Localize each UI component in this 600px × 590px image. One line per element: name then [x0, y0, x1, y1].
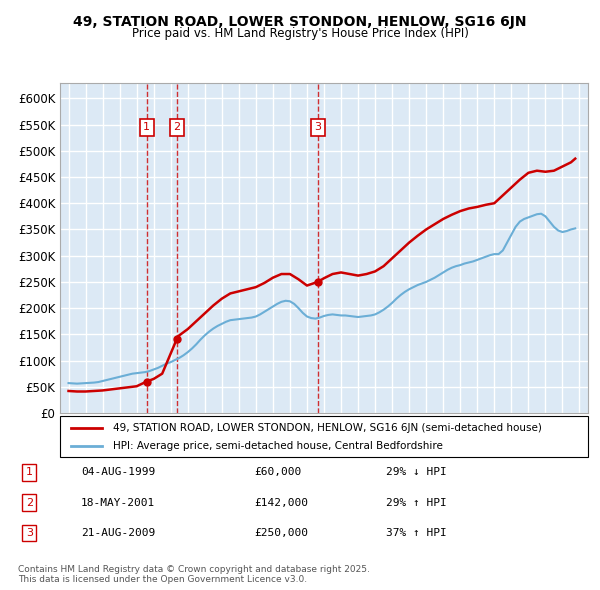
Text: 21-AUG-2009: 21-AUG-2009: [81, 528, 155, 538]
Text: 2: 2: [173, 122, 181, 132]
Text: 29% ↑ HPI: 29% ↑ HPI: [386, 498, 447, 507]
Text: 3: 3: [26, 528, 33, 538]
Text: 1: 1: [143, 122, 150, 132]
Text: 37% ↑ HPI: 37% ↑ HPI: [386, 528, 447, 538]
Text: Price paid vs. HM Land Registry's House Price Index (HPI): Price paid vs. HM Land Registry's House …: [131, 27, 469, 40]
Text: £60,000: £60,000: [254, 467, 301, 477]
Text: 3: 3: [314, 122, 321, 132]
Text: £142,000: £142,000: [254, 498, 308, 507]
Text: 18-MAY-2001: 18-MAY-2001: [81, 498, 155, 507]
FancyBboxPatch shape: [60, 416, 588, 457]
Text: £250,000: £250,000: [254, 528, 308, 538]
Text: 49, STATION ROAD, LOWER STONDON, HENLOW, SG16 6JN: 49, STATION ROAD, LOWER STONDON, HENLOW,…: [73, 15, 527, 29]
Text: 2: 2: [26, 498, 33, 507]
Text: HPI: Average price, semi-detached house, Central Bedfordshire: HPI: Average price, semi-detached house,…: [113, 441, 443, 451]
Text: 1: 1: [26, 467, 33, 477]
Text: 49, STATION ROAD, LOWER STONDON, HENLOW, SG16 6JN (semi-detached house): 49, STATION ROAD, LOWER STONDON, HENLOW,…: [113, 422, 542, 432]
Text: 29% ↓ HPI: 29% ↓ HPI: [386, 467, 447, 477]
Text: 04-AUG-1999: 04-AUG-1999: [81, 467, 155, 477]
Text: Contains HM Land Registry data © Crown copyright and database right 2025.
This d: Contains HM Land Registry data © Crown c…: [18, 565, 370, 584]
